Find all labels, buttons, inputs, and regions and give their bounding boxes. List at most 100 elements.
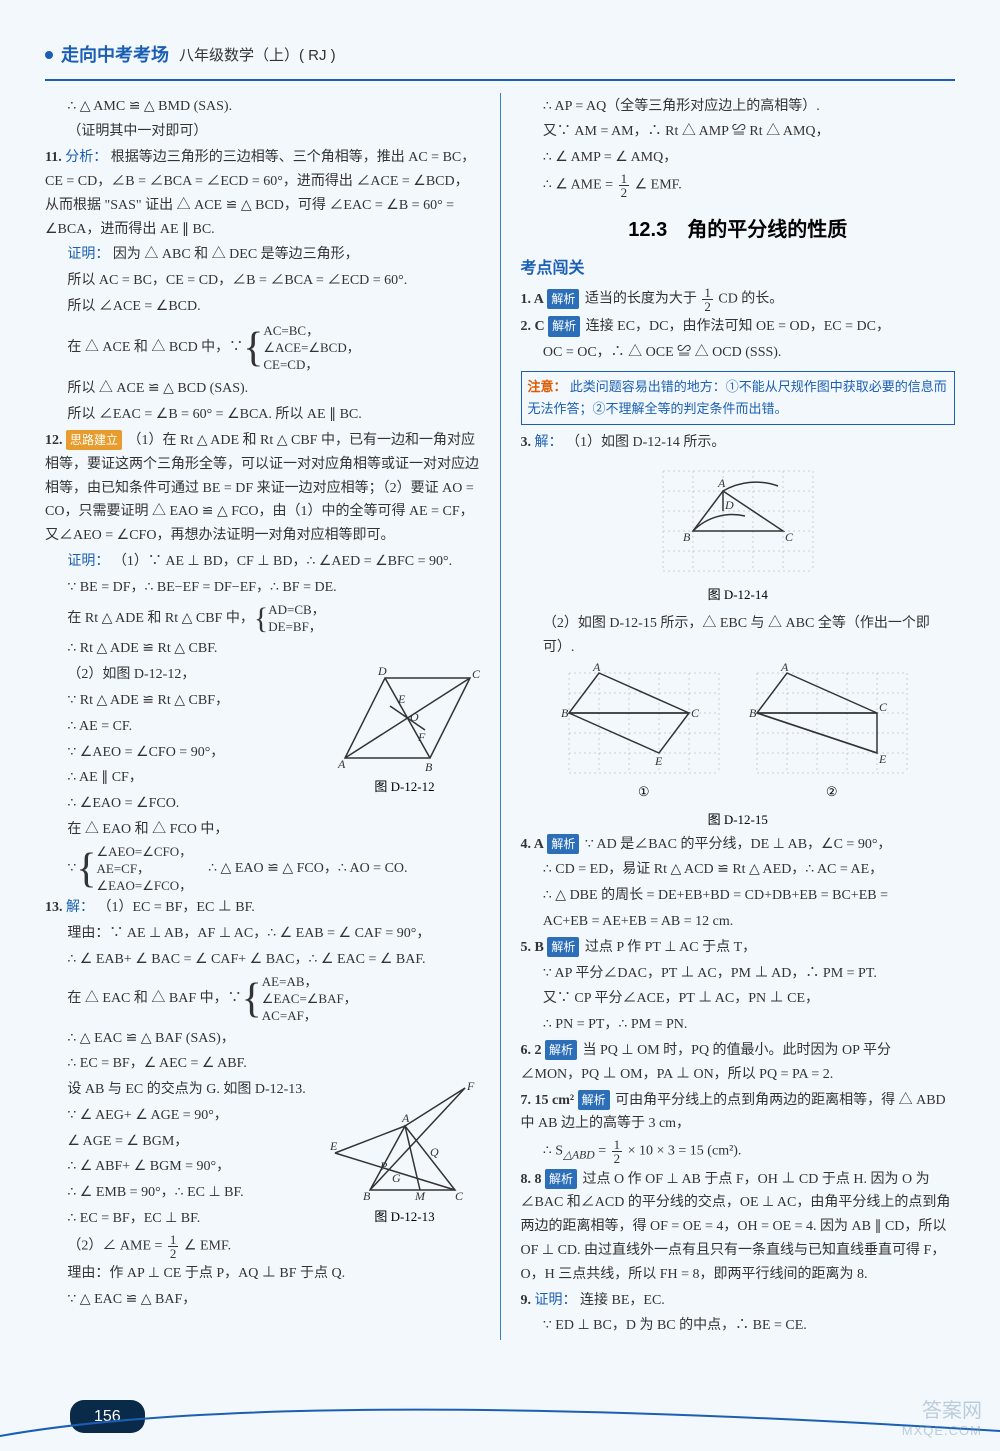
text: 理由：∵ AE ⊥ AB，AF ⊥ AC，∴ ∠ EAB = ∠ CAF = 9… bbox=[45, 922, 480, 946]
text: × 10 × 3 = 15 (cm²). bbox=[628, 1144, 742, 1159]
text: OC = OC，∴ △ OCE ≌ △ OCD (SSS). bbox=[521, 341, 956, 365]
left-brace-icon: { bbox=[243, 327, 263, 369]
text: ∵ AP 平分∠DAC，PT ⊥ AC，PM ⊥ AD，∴ PM = PT. bbox=[521, 962, 956, 986]
text: ∠ EMF. bbox=[184, 1239, 231, 1254]
text: （1）∵ AE ⊥ BD，CF ⊥ BD，∴ ∠AED = ∠BFC = 90°… bbox=[113, 554, 452, 569]
q-number: 2. C bbox=[521, 315, 545, 339]
text: （2）∠ AME = bbox=[67, 1239, 166, 1254]
text: 理由：作 AP ⊥ CE 于点 P，AQ ⊥ BF 于点 Q. bbox=[45, 1262, 480, 1286]
proof-label: 证明： bbox=[535, 1293, 577, 1308]
analysis-tag: 解析 bbox=[545, 1169, 577, 1189]
q-number: 5. B bbox=[521, 936, 544, 960]
text: ∠ACE=∠BCD， bbox=[263, 340, 359, 357]
silu-tag: 思路建立 bbox=[66, 430, 122, 450]
watermark-line2: MXQE.COM bbox=[902, 1423, 982, 1439]
text: 过点 P 作 PT ⊥ AC 于点 T， bbox=[585, 940, 756, 955]
text: 又∵ AM = AM，∴ Rt △ AMP ≌ Rt △ AMQ， bbox=[521, 120, 956, 144]
label: E bbox=[878, 752, 887, 766]
text: 所以 △ ACE ≌ △ BCD (SAS). bbox=[45, 377, 480, 401]
fig13-svg: A B C E F P G M Q bbox=[330, 1078, 480, 1203]
text: 在 △ ACE 和 △ BCD 中，∵ bbox=[67, 336, 243, 360]
text: 所以 ∠EAC = ∠B = 60° = ∠BCA. 所以 AE ∥ BC. bbox=[45, 403, 480, 427]
text: 此类问题容易出错的地方：①不能从尺规作图中获取必要的信息而无法作答；②不理解全等… bbox=[528, 379, 947, 416]
label: M bbox=[414, 1189, 426, 1203]
left-column: ∴ △ AMC ≌ △ BMD (SAS). （证明其中一对即可） 11. 分析… bbox=[45, 93, 480, 1341]
fraction: 12 bbox=[168, 1233, 179, 1260]
text: 连接 BE，EC. bbox=[580, 1293, 665, 1308]
left-brace-icon: { bbox=[242, 978, 262, 1020]
label: F bbox=[417, 730, 426, 744]
analysis-tag: 解析 bbox=[545, 1040, 577, 1060]
q13: 13. 解： （1）EC = BF，EC ⊥ BF. bbox=[45, 896, 480, 920]
fig15b-svg: A B C E bbox=[747, 663, 917, 778]
page-header: 走向中考考场 八年级数学（上）( RJ ) bbox=[45, 40, 955, 71]
label: A bbox=[337, 757, 346, 771]
q4: 4. A 解析 ∵ AD 是∠BAC 的平分线，DE ⊥ AB，∠C = 90°… bbox=[521, 833, 956, 857]
q-number: 9. bbox=[521, 1289, 532, 1313]
text: ∴ △ AMC ≌ △ BMD (SAS). bbox=[45, 95, 480, 119]
text: ∴ S△ABD = 12 × 10 × 3 = 15 (cm²). bbox=[521, 1138, 956, 1165]
content-columns: ∴ △ AMC ≌ △ BMD (SAS). （证明其中一对即可） 11. 分析… bbox=[45, 93, 955, 1341]
q3: 3. 解： （1）如图 D-12-14 所示。 bbox=[521, 431, 956, 455]
text: 在 Rt △ ADE 和 Rt △ CBF 中， { AD=CB， DE=BF， bbox=[45, 602, 480, 636]
figure-d-12-13: A B C E F P G M Q 图 D-12-13 bbox=[330, 1078, 480, 1228]
sub-label: ① bbox=[638, 781, 650, 803]
text: AC+EB = AE+EB = AB = 12 cm. bbox=[521, 910, 956, 934]
text: ∵ BE = DF，∴ BE−EF = DF−EF，∴ BF = DE. bbox=[45, 576, 480, 600]
q5: 5. B 解析 过点 P 作 PT ⊥ AC 于点 T， bbox=[521, 936, 956, 960]
text: 所以 AC = BC，CE = CD，∠B = ∠BCA = ∠ECD = 60… bbox=[45, 269, 480, 293]
text: ∴ ∠ EAB+ ∠ BAC = ∠ CAF+ ∠ BAC，∴ ∠ EAC = … bbox=[45, 948, 480, 972]
label: A bbox=[717, 476, 726, 490]
q-number: 3. bbox=[521, 431, 532, 455]
text: 适当的长度为大于 bbox=[585, 292, 697, 307]
book-title: 走向中考考场 bbox=[61, 40, 169, 71]
figure-d-12-14: A B C D 图 D-12-14 bbox=[521, 461, 956, 606]
header-dot-icon bbox=[45, 51, 53, 59]
text: DE=BF， bbox=[268, 619, 324, 636]
text: AC=AF， bbox=[262, 1008, 357, 1025]
text: 在 △ EAO 和 △ FCO 中， bbox=[45, 818, 480, 842]
q1: 1. A 解析 适当的长度为大于 12 CD 的长。 bbox=[521, 286, 956, 313]
label: B bbox=[425, 760, 433, 773]
q-number: 6. 2 bbox=[521, 1039, 542, 1063]
label: Q bbox=[430, 1145, 439, 1159]
left-brace-icon: { bbox=[76, 848, 96, 890]
fraction: 12 bbox=[612, 1138, 623, 1165]
text: ∴ △ DBE 的周长 = DE+EB+BD = CD+DB+EB = BC+E… bbox=[521, 884, 956, 908]
brace-content: ∠AEO=∠CFO， AE=CF， ∠EAO=∠FCO， bbox=[96, 844, 192, 895]
text: 在 △ EAC 和 △ BAF 中，∵ bbox=[67, 987, 241, 1011]
label: E bbox=[397, 692, 406, 706]
text: ∠EAC=∠BAF， bbox=[262, 991, 357, 1008]
analysis-tag: 解析 bbox=[578, 1090, 610, 1110]
q-number: 8. 8 bbox=[521, 1168, 542, 1192]
fig-caption: 图 D-12-14 bbox=[708, 584, 768, 606]
q6: 6. 2 解析 当 PQ ⊥ OM 时，PQ 的值最小。此时因为 OP 平分 ∠… bbox=[521, 1039, 956, 1087]
text: 在 △ EAC 和 △ BAF 中，∵ { AE=AB， ∠EAC=∠BAF， … bbox=[45, 974, 480, 1025]
text: （1）如图 D-12-14 所示。 bbox=[566, 435, 725, 450]
text: AD=CB， bbox=[268, 602, 324, 619]
watermark-line1: 答案网 bbox=[902, 1399, 982, 1423]
text: ∴ ∠ AMP = ∠ AMQ， bbox=[521, 146, 956, 170]
analysis-label: 分析： bbox=[65, 150, 107, 165]
analysis-tag: 解析 bbox=[548, 316, 580, 336]
text: ∴ CD = ED，易证 Rt △ ACD ≌ Rt △ AED，∴ AC = … bbox=[521, 858, 956, 882]
figure-d-12-15: A B C E ① bbox=[521, 661, 956, 805]
text: ∴ ∠ AME = bbox=[543, 178, 617, 193]
text: ∠ EMF. bbox=[635, 178, 682, 193]
q-number: 7. 15 cm² bbox=[521, 1089, 575, 1113]
label: B bbox=[749, 706, 757, 720]
label: D bbox=[724, 498, 734, 512]
analysis-tag: 解析 bbox=[547, 834, 579, 854]
fig-caption: 图 D-12-12 bbox=[330, 776, 480, 798]
label: C bbox=[785, 530, 794, 544]
text: CE=CD， bbox=[263, 357, 359, 374]
fig14-svg: A B C D bbox=[653, 461, 823, 581]
label: G bbox=[392, 1171, 401, 1185]
column-divider bbox=[500, 93, 501, 1341]
brace-content: AE=AB， ∠EAC=∠BAF， AC=AF， bbox=[262, 974, 357, 1025]
fig12-svg: A B C D E F O bbox=[330, 663, 480, 773]
analysis-tag: 解析 bbox=[547, 937, 579, 957]
kaodian-heading: 考点闯关 bbox=[521, 255, 956, 282]
label: A bbox=[401, 1111, 410, 1125]
text: 证明： 因为 △ ABC 和 △ DEC 是等边三角形， bbox=[45, 243, 480, 267]
